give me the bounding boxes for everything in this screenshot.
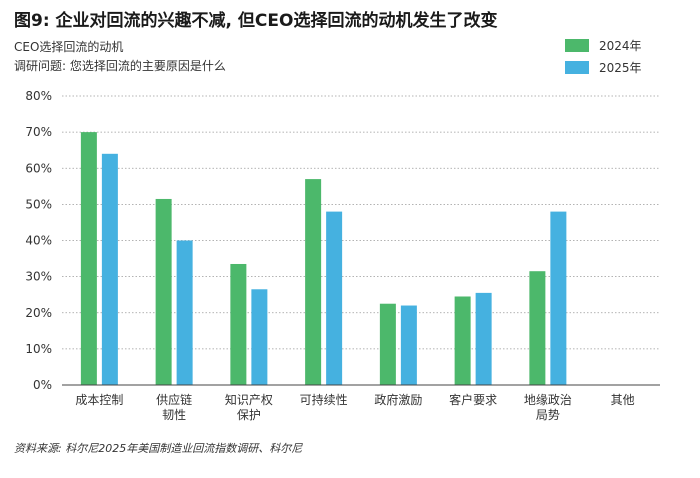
y-axis-ticks: 0% 10% 20% 30% 40% 50% 60% 70% 80% (25, 89, 52, 392)
bar-2024 (529, 271, 546, 385)
y-tick-label: 10% (25, 342, 52, 356)
chart-title: 图9: 企业对回流的兴趣不减, 但CEO选择回流的动机发生了改变 (14, 11, 498, 31)
x-tick-label: 韧性 (162, 408, 186, 422)
y-tick-label: 50% (25, 197, 52, 211)
legend: 2024年 2025年 (565, 34, 642, 78)
x-tick-label: 可持续性 (300, 392, 348, 407)
x-tick-label: 保护 (237, 408, 261, 422)
y-tick-label: 20% (25, 306, 52, 320)
x-tick-label: 地缘政治 (524, 393, 572, 407)
bar-2024 (155, 198, 172, 385)
bar-2025 (101, 153, 118, 385)
survey-question: 调研问题: 您选择回流的主要原因是什么 (14, 59, 226, 73)
x-tick-label: 供应链 (156, 392, 192, 407)
legend-label-2024: 2024年 (599, 38, 642, 53)
legend-item-2024: 2024年 (565, 34, 642, 56)
y-tick-label: 40% (25, 234, 52, 248)
chart-subtitle: CEO选择回流的动机 (14, 40, 124, 54)
y-tick-label: 30% (25, 270, 52, 284)
bar-2025 (251, 289, 268, 385)
gridlines (62, 95, 660, 350)
x-tick-label: 政府激励 (374, 392, 422, 407)
y-tick-label: 70% (25, 125, 52, 139)
bar-2024 (305, 179, 322, 385)
x-tick-label: 客户要求 (449, 392, 497, 407)
bar-2024 (230, 263, 247, 385)
x-tick-label: 知识产权 (225, 393, 273, 407)
legend-swatch-2025 (565, 60, 589, 74)
bar-2025 (475, 292, 492, 385)
x-tick-label: 成本控制 (75, 393, 123, 407)
legend-item-2025: 2025年 (565, 56, 642, 78)
x-tick-label: 局势 (536, 408, 560, 422)
y-tick-label: 60% (25, 161, 52, 175)
y-tick-label: 0% (33, 378, 52, 392)
legend-label-2025: 2025年 (599, 60, 642, 75)
bar-2024 (80, 132, 97, 385)
bar-2025 (400, 305, 417, 385)
bar-2025 (326, 211, 343, 385)
bar-2024 (379, 303, 396, 385)
bar-2025 (176, 240, 193, 385)
bar-2024 (454, 296, 471, 385)
source-note: 资料来源: 科尔尼2025年美国制造业回流指数调研、科尔尼 (14, 442, 303, 455)
legend-swatch-2024 (565, 38, 589, 52)
x-tick-label: 其他 (611, 393, 635, 407)
y-tick-label: 80% (25, 89, 52, 103)
bars (80, 132, 567, 385)
bar-2025 (550, 211, 567, 385)
